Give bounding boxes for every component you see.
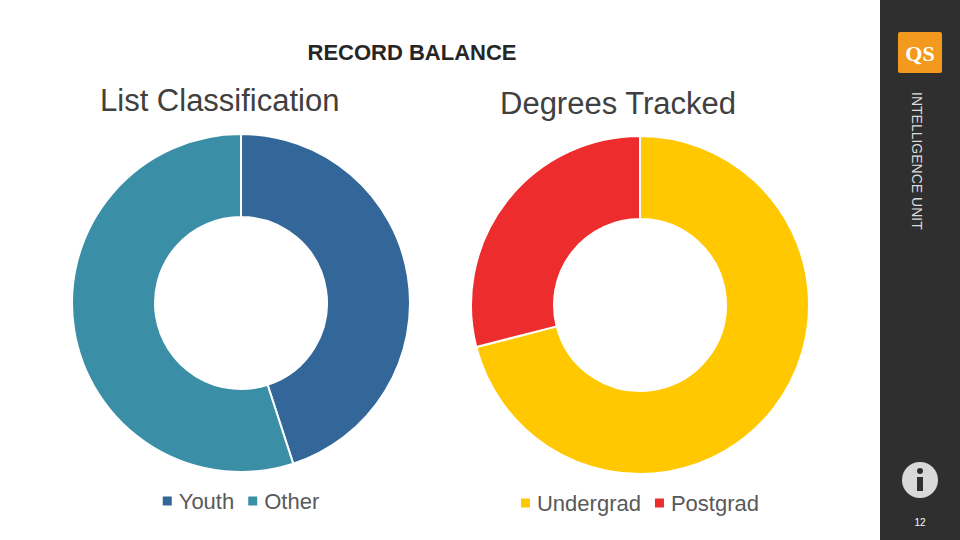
chart-title: List Classification — [100, 83, 339, 118]
chart: Degrees Tracked Undergrad Postgrad — [471, 86, 809, 516]
brand-logo — [898, 32, 942, 73]
info-icon-dot — [917, 468, 923, 474]
legend-swatch — [521, 499, 530, 508]
background — [0, 0, 960, 540]
legend-swatch — [655, 499, 664, 508]
info-icon-bar — [917, 477, 923, 491]
info-icon — [902, 462, 938, 498]
chart: List Classification Youth Other — [72, 83, 410, 514]
legend-label: Undergrad — [537, 491, 641, 516]
slice — [471, 136, 640, 347]
page-title: RECORD BALANCE — [308, 40, 517, 65]
legend-label: Youth — [179, 489, 234, 514]
legend-swatch — [248, 497, 257, 506]
slide: RECORD BALANCE QS INTELLIGENCE UNIT 12 List … — [0, 0, 960, 540]
legend-label: Postgrad — [671, 491, 759, 516]
brand-text: QS — [905, 41, 934, 66]
sidebar-label: INTELLIGENCE UNIT — [909, 92, 925, 230]
page-number: 12 — [914, 517, 926, 528]
sidebar — [880, 0, 960, 540]
legend: Youth Other — [163, 489, 320, 514]
legend-label: Other — [264, 489, 319, 514]
legend-swatch — [163, 497, 172, 506]
legend: Undergrad Postgrad — [521, 491, 759, 516]
slice — [72, 134, 293, 472]
chart-title: Degrees Tracked — [500, 86, 736, 121]
